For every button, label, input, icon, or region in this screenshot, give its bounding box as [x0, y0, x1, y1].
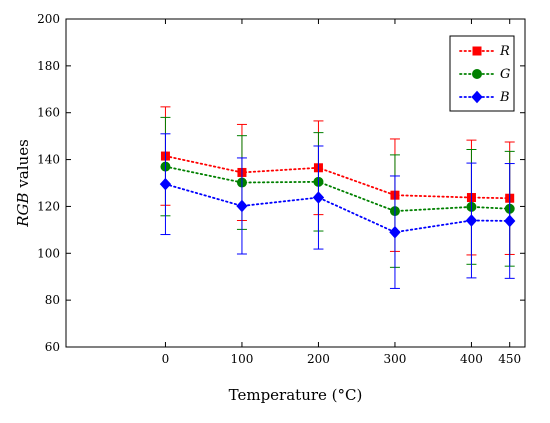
y-axis-title-rest: values: [14, 139, 32, 192]
y-tick-label: 60: [45, 340, 60, 354]
point-b: [465, 214, 478, 227]
plot-frame: [65, 18, 526, 348]
legend-label-r: R: [499, 44, 510, 59]
legend-marker-g: [472, 69, 482, 79]
y-axis: 60 80 100 120 140 160 180 200: [37, 12, 525, 354]
x-tick-label: 100: [230, 352, 253, 366]
y-tick-label: 100: [37, 246, 60, 260]
x-axis-title: Temperature (°C): [229, 386, 363, 404]
x-tick-label: 200: [307, 352, 330, 366]
x-tick-label: 0: [162, 352, 170, 366]
legend: RGB: [449, 35, 515, 112]
legend-items: RGB: [459, 44, 510, 105]
series-g: [160, 116, 515, 268]
series-b: [159, 133, 516, 289]
point-b: [389, 225, 401, 239]
x-axis: 0 100 200 300 400 450: [162, 19, 521, 366]
legend-marker-r: [472, 46, 482, 56]
series-layer: [159, 106, 516, 289]
legend-label-b: B: [499, 90, 510, 105]
series-line-g: [164, 165, 511, 213]
series-line-b: [164, 183, 511, 234]
legend-label-g: G: [500, 67, 510, 82]
series-line-r: [164, 155, 511, 200]
point-b: [236, 199, 248, 213]
y-tick-label: 200: [37, 12, 60, 26]
x-tick-label: 450: [498, 352, 521, 366]
y-tick-label: 160: [37, 106, 60, 120]
x-tick-label: 400: [460, 352, 483, 366]
y-tick-label: 140: [37, 153, 60, 167]
point-b: [159, 177, 172, 191]
x-tick-label: 300: [383, 352, 406, 366]
y-tick-label: 80: [45, 293, 60, 307]
y-axis-title: RGB values: [14, 139, 32, 228]
series-r: [160, 106, 515, 256]
point-b: [312, 191, 325, 204]
y-tick-label: 120: [37, 199, 60, 213]
y-tick-label: 180: [37, 59, 60, 73]
y-axis-title-italic: RGB: [14, 192, 32, 227]
legend-marker-b: [471, 90, 483, 104]
point-b: [504, 214, 516, 228]
